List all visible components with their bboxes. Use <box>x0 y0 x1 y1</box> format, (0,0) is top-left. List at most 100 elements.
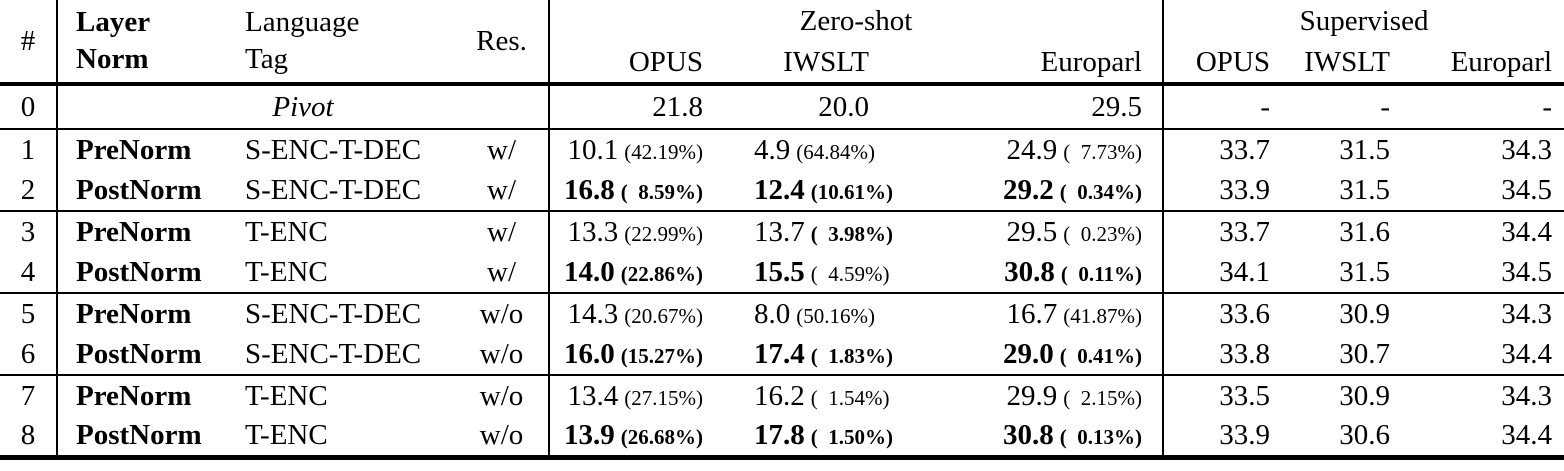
col-header-layer-norm-line1: Layer <box>76 6 151 38</box>
pivot-gap-percentage: ( 4.59%) <box>810 261 890 286</box>
layer-norm-value: PostNorm <box>76 337 202 370</box>
layer-norm-cell: PreNorm <box>56 374 243 416</box>
zero-shot-europarl-cell: 30.8( 0.13%) <box>959 416 1163 460</box>
score-value: 13.9 <box>564 418 615 451</box>
residual-cell: w/o <box>455 416 549 460</box>
score-value: 13.7 <box>754 215 805 248</box>
table-row: 4 PostNorm T-ENC w/ 14.0 (22.86%) 15.5( 4… <box>0 252 1564 293</box>
col-header-sup-opus: OPUS <box>1162 42 1297 86</box>
supervised-iwslt-cell: 30.9 <box>1297 374 1430 416</box>
layer-norm-cell: PostNorm <box>56 252 243 293</box>
supervised-europarl-cell: 34.4 <box>1430 416 1564 460</box>
group-header-supervised: Supervised <box>1161 0 1564 42</box>
zero-shot-iwslt-cell: 17.8( 1.50%) <box>754 416 959 460</box>
table-row: 2 PostNorm S-ENC-T-DEC w/ 16.8( 8.59%) 1… <box>0 170 1564 211</box>
pivot-row: 0 Pivot 21.8 20.0 29.5 - - - <box>0 84 1564 130</box>
supervised-europarl-cell: 34.4 <box>1430 210 1564 252</box>
score-value: 14.0 <box>564 255 615 288</box>
zero-shot-iwslt-cell: 13.7( 3.98%) <box>754 210 959 252</box>
zero-shot-iwslt-cell: 4.9 (64.84%) <box>754 129 959 170</box>
zero-shot-opus-cell: 16.8( 8.59%) <box>548 170 754 211</box>
supervised-opus-cell: 33.9 <box>1162 416 1297 460</box>
pivot-gap-percentage: (15.27%) <box>620 343 703 368</box>
layer-norm-cell: PreNorm <box>56 292 243 334</box>
score-value: 30.8 <box>1003 418 1054 451</box>
supervised-opus-cell: 33.9 <box>1162 170 1297 211</box>
table-row: 7 PreNorm T-ENC w/o 13.4 (27.15%) 16.2( 1… <box>0 374 1564 416</box>
supervised-opus-cell: 33.7 <box>1162 129 1297 170</box>
col-header-res: Res. <box>455 0 549 86</box>
supervised-opus-cell: 33.8 <box>1162 334 1297 375</box>
col-header-language-tag: Language Tag <box>243 0 455 86</box>
pivot-gap-percentage: ( 0.34%) <box>1059 179 1142 204</box>
col-header-language-tag-line1: Language <box>245 6 360 38</box>
zero-shot-opus-cell: 16.0 (15.27%) <box>548 334 754 375</box>
col-header-zs-opus: OPUS <box>548 42 754 86</box>
table-row: 3 PreNorm T-ENC w/ 13.3 (22.99%) 13.7( 3.… <box>0 210 1564 252</box>
zero-shot-europarl-cell: 16.7 (41.87%) <box>959 292 1163 334</box>
layer-norm-cell: PostNorm <box>56 416 243 460</box>
row-number-cell: 4 <box>20 255 36 288</box>
zero-shot-iwslt-cell: 16.2( 1.54%) <box>754 374 959 416</box>
pivot-gap-percentage: (26.68%) <box>620 424 703 449</box>
col-header-layer-norm: Layer Norm <box>56 0 243 86</box>
table-row: 1 PreNorm S-ENC-T-DEC w/ 10.1 (42.19%) 4.… <box>0 129 1564 170</box>
zero-shot-europarl-cell: 29.2( 0.34%) <box>959 170 1163 211</box>
supervised-iwslt-cell: 31.6 <box>1297 210 1430 252</box>
row-number-cell: 8 <box>0 416 57 460</box>
supervised-opus-cell: - <box>1162 84 1297 130</box>
score-value: 29.9 <box>1006 379 1058 412</box>
table-row: 8 PostNorm T-ENC w/o 13.9 (26.68%) 17.8( … <box>0 416 1564 460</box>
pivot-gap-percentage: ( 1.54%) <box>810 385 890 410</box>
pivot-gap-percentage: (22.99%) <box>624 221 703 246</box>
zero-shot-europarl-cell: 29.5 <box>959 84 1163 130</box>
row-number-cell: 5 <box>0 292 57 334</box>
row-number-cell: 1 <box>20 133 36 166</box>
supervised-europarl-cell: 34.5 <box>1501 173 1553 206</box>
supervised-europarl-cell: 34.5 <box>1501 255 1553 288</box>
layer-norm-cell: PostNorm <box>56 334 243 375</box>
score-value: 14.3 <box>567 297 619 330</box>
language-tag-cell: T-ENC <box>245 255 328 288</box>
zero-shot-opus-cell: 13.9 (26.68%) <box>548 416 754 460</box>
supervised-europarl-cell: 34.3 <box>1501 133 1553 166</box>
zero-shot-iwslt-cell: 17.4( 1.83%) <box>754 334 959 375</box>
supervised-opus-cell: 33.6 <box>1162 292 1297 334</box>
zero-shot-opus-cell: 21.8 <box>548 84 754 130</box>
row-number-cell: 0 <box>0 84 57 130</box>
supervised-europarl-cell: - <box>1430 84 1564 130</box>
supervised-iwslt-cell: 31.5 <box>1339 255 1390 288</box>
layer-norm-value: PostNorm <box>76 255 202 288</box>
residual-cell: w/ <box>455 210 549 252</box>
zero-shot-europarl-cell: 29.5( 0.23%) <box>959 210 1163 252</box>
pivot-label-cell: Pivot <box>56 84 549 130</box>
pivot-gap-percentage: (64.84%) <box>796 139 875 164</box>
results-table: # Layer Norm Language Tag Res. Zero-shot… <box>0 0 1564 460</box>
score-value: 29.2 <box>1003 173 1054 206</box>
pivot-gap-percentage: (42.19%) <box>624 139 703 164</box>
layer-norm-cell: PreNorm <box>56 129 243 170</box>
supervised-iwslt-cell: 31.5 <box>1339 133 1390 166</box>
row-number-cell: 7 <box>0 374 57 416</box>
layer-norm-cell: PreNorm <box>56 210 243 252</box>
language-tag-cell: T-ENC <box>243 416 455 460</box>
header-group-row: # Layer Norm Language Tag Res. Zero-shot… <box>0 0 1564 86</box>
row-number-cell: 6 <box>20 337 36 370</box>
residual-cell: w/o <box>455 292 549 334</box>
pivot-gap-percentage: (50.16%) <box>796 303 875 328</box>
zero-shot-opus-cell: 14.0 (22.86%) <box>548 252 754 293</box>
zero-shot-europarl-cell: 29.9( 2.15%) <box>959 374 1163 416</box>
score-value: 17.4 <box>754 337 805 370</box>
pivot-gap-percentage: ( 0.11%) <box>1060 261 1142 286</box>
layer-norm-value: PostNorm <box>76 173 202 206</box>
layer-norm-value: PreNorm <box>76 297 192 330</box>
pivot-gap-percentage: ( 0.41%) <box>1059 343 1142 368</box>
col-header-layer-norm-line2: Norm <box>76 43 149 75</box>
pivot-gap-percentage: ( 0.13%) <box>1059 424 1142 449</box>
table-row: 6 PostNorm S-ENC-T-DEC w/o 16.0 (15.27%) … <box>0 334 1564 375</box>
supervised-iwslt-cell: 30.9 <box>1297 292 1430 334</box>
score-value: 8.0 <box>754 297 791 330</box>
pivot-gap-percentage: (10.61%) <box>810 179 893 204</box>
pivot-gap-percentage: ( 2.15%) <box>1063 385 1142 410</box>
pivot-gap-percentage: (27.15%) <box>624 385 703 410</box>
